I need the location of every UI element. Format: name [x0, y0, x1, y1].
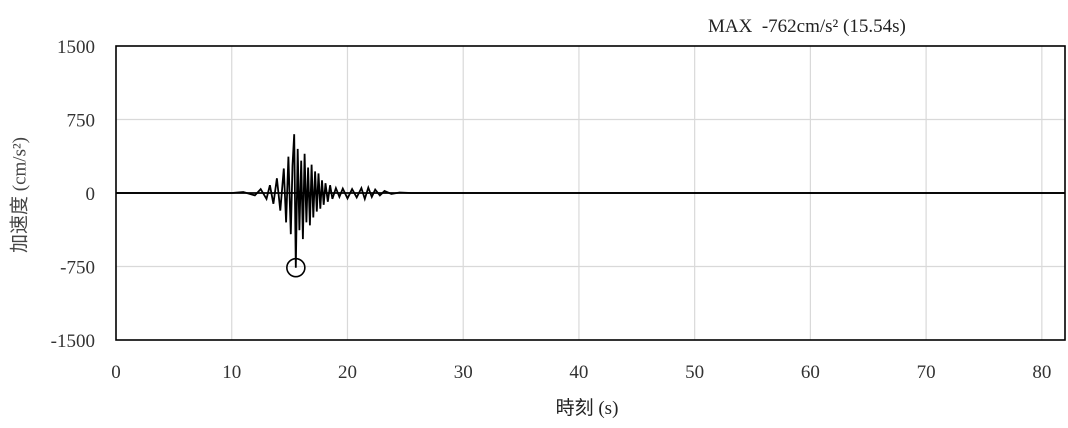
- max-point-marker: [286, 257, 306, 278]
- x-tick-label: 10: [222, 362, 241, 383]
- x-tick-label: 20: [338, 362, 357, 383]
- x-tick-label: 80: [1032, 362, 1051, 383]
- x-tick-label: 70: [917, 362, 936, 383]
- y-tick-label: 0: [86, 184, 96, 205]
- series-line: [116, 134, 1065, 268]
- y-tick-label: 750: [67, 111, 96, 132]
- y-tick-label: 1500: [57, 37, 95, 58]
- x-tick-label: 40: [569, 362, 588, 383]
- x-tick-labels: 0 10 20 30 40 50 60 70 80: [111, 362, 1051, 383]
- plot-border: [115, 45, 1066, 341]
- y-tick-label: -750: [60, 258, 95, 279]
- x-tick-label: 50: [685, 362, 704, 383]
- x-tick-label: 60: [801, 362, 820, 383]
- max-annotation: MAX -762cm/s² (15.54s): [708, 16, 906, 37]
- x-axis-label: 時刻 (s): [555, 398, 619, 419]
- x-tick-label: 0: [111, 362, 121, 383]
- y-tick-labels: 1500 750 0 -750 -1500: [51, 37, 95, 352]
- y-tick-label: -1500: [51, 331, 95, 352]
- y-axis-label: 加速度 (cm/s²): [9, 137, 31, 253]
- x-tick-label: 30: [454, 362, 473, 383]
